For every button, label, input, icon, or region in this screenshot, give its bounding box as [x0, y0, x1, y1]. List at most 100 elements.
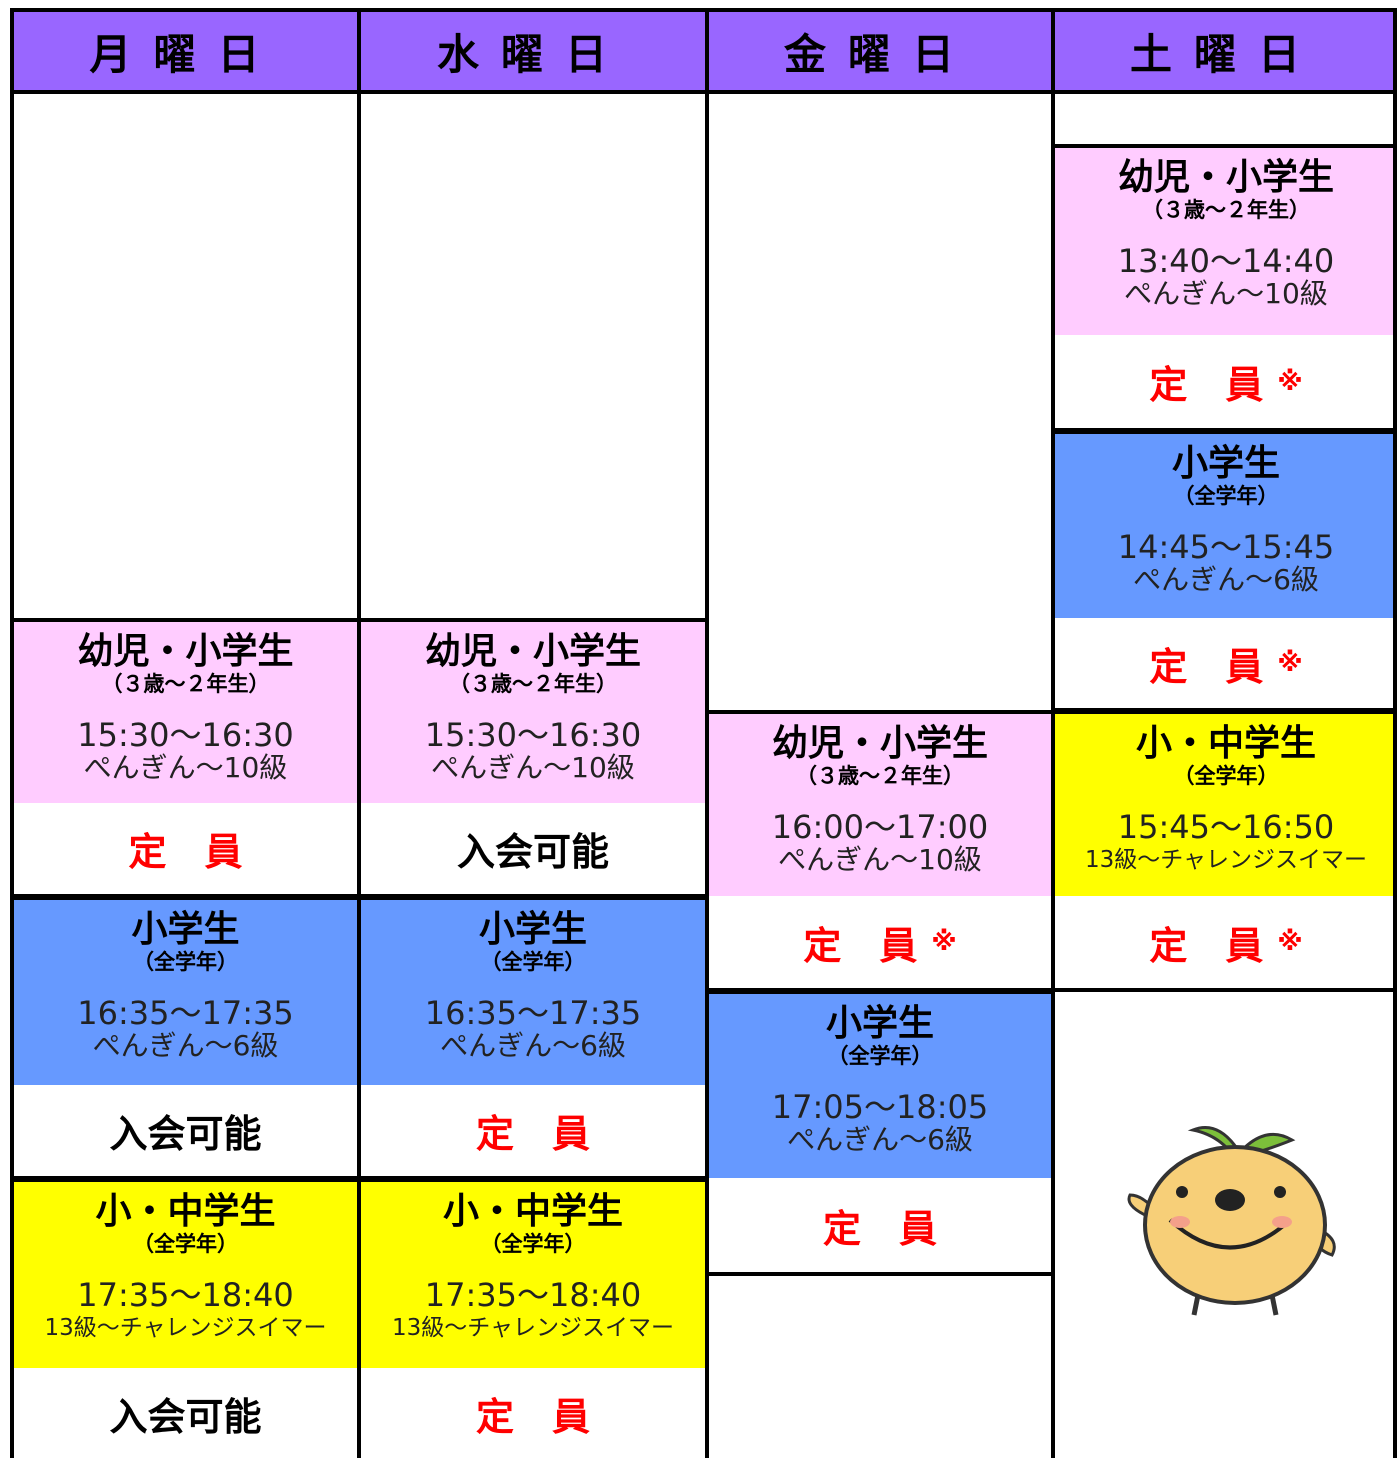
class-title: 小・中学生 [442, 1191, 623, 1232]
status-note: ※ [1277, 927, 1303, 957]
class-time: 15:30～16:30 [424, 716, 642, 754]
class-title: 幼児・小学生 [1117, 157, 1334, 198]
class-time: 15:30～16:30 [77, 716, 294, 754]
class-info: 小学生 （全学年） 16:35～17:35 ぺんぎん～6級 [359, 900, 707, 1085]
class-title: 小・中学生 [1135, 723, 1316, 764]
status-text: 定 員 [1149, 923, 1264, 968]
status-text: 入会可能 [109, 1394, 262, 1439]
class-age: （全学年） [133, 950, 238, 974]
class-status: 定 員 ※ [1053, 335, 1397, 428]
column-border [705, 8, 709, 1458]
status-note: ※ [931, 927, 957, 957]
class-block: 幼児・小学生 （３歳～２年生） 16:00～17:00 ぺんぎん～10級定 員 ※ [707, 710, 1053, 992]
mascot [1127, 1126, 1336, 1316]
class-time: 15:45～16:50 [1117, 808, 1335, 846]
status-text: 定 員 [1149, 644, 1264, 689]
class-status: 定 員 [12, 803, 359, 894]
class-level: 13級～チャレンジスイマー [391, 1315, 675, 1341]
class-level: ぺんぎん～10級 [431, 751, 635, 784]
class-age: （全学年） [480, 950, 586, 974]
class-time: 13:40～14:40 [1117, 242, 1335, 280]
class-level: 13級～チャレンジスイマー [44, 1315, 327, 1341]
status-text: 定 員 [803, 923, 918, 968]
class-time: 16:35～17:35 [424, 994, 642, 1032]
class-block: 幼児・小学生 （３歳～２年生） 13:40～14:40 ぺんぎん～10級定 員 ※ [1053, 144, 1397, 432]
class-status: 入会可能 [359, 803, 707, 894]
class-block: 小学生 （全学年） 16:35～17:35 ぺんぎん～6級定 員 [359, 896, 707, 1180]
class-block: 幼児・小学生 （３歳～２年生） 15:30～16:30 ぺんぎん～10級定 員 [12, 618, 359, 898]
column-border [10, 8, 14, 1458]
day-header: 土曜日 [1053, 8, 1397, 94]
column-border [1051, 8, 1055, 1458]
class-level: ぺんぎん～6級 [92, 1029, 279, 1062]
status-text: 入会可能 [456, 830, 609, 874]
class-title: 小・中学生 [95, 1191, 276, 1232]
status-note: ※ [1277, 648, 1303, 678]
class-age: （全学年） [1173, 764, 1279, 788]
class-title: 幼児・小学生 [424, 631, 641, 672]
class-info: 小学生 （全学年） 16:35～17:35 ぺんぎん～6級 [12, 900, 359, 1085]
class-status: 定 員 ※ [707, 896, 1053, 988]
class-info: 幼児・小学生 （３歳～２年生） 16:00～17:00 ぺんぎん～10級 [707, 714, 1053, 896]
class-time: 16:35～17:35 [77, 994, 294, 1032]
class-info: 小・中学生 （全学年） 17:35～18:40 13級～チャレンジスイマー [12, 1182, 359, 1368]
class-title: 小学生 [1171, 443, 1280, 484]
class-status: 定 員 ※ [1053, 618, 1397, 708]
status-text: 定 員 [822, 1206, 937, 1251]
class-info: 小学生 （全学年） 14:45～15:45 ぺんぎん～6級 [1053, 434, 1397, 618]
class-block: 小学生 （全学年） 17:05～18:05 ぺんぎん～6級定 員 [707, 990, 1053, 1276]
class-block: 小・中学生 （全学年） 17:35～18:40 13級～チャレンジスイマー定 員 [359, 1178, 707, 1458]
class-time: 17:35～18:40 [77, 1276, 294, 1314]
status-text: 定 員 [1149, 363, 1264, 407]
class-level: ぺんぎん～6級 [787, 1123, 973, 1156]
class-age: （全学年） [133, 1232, 238, 1256]
class-age: （全学年） [827, 1044, 933, 1068]
class-level: ぺんぎん～6級 [440, 1029, 626, 1062]
class-age: （全学年） [1173, 484, 1279, 508]
class-block: 小・中学生 （全学年） 15:45～16:50 13級～チャレンジスイマー定 員 ※ [1053, 710, 1397, 992]
class-title: 幼児・小学生 [77, 631, 294, 672]
class-title: 小学生 [478, 909, 587, 950]
class-info: 幼児・小学生 （３歳～２年生） 15:30～16:30 ぺんぎん～10級 [12, 622, 359, 803]
class-status: 入会可能 [12, 1085, 359, 1176]
class-info: 幼児・小学生 （３歳～２年生） 13:40～14:40 ぺんぎん～10級 [1053, 148, 1397, 335]
class-time: 16:00～17:00 [771, 808, 989, 846]
class-title: 小学生 [825, 1003, 934, 1044]
class-age: （３歳～２年生） [101, 672, 270, 696]
class-status: 入会可能 [12, 1368, 359, 1458]
class-block: 小学生 （全学年） 14:45～15:45 ぺんぎん～6級定 員 ※ [1053, 430, 1397, 712]
class-level: ぺんぎん～10級 [778, 843, 982, 876]
class-status: 定 員 [359, 1368, 707, 1458]
class-status: 定 員 [359, 1085, 707, 1176]
class-age: （３歳～２年生） [449, 672, 617, 696]
column-border [1393, 8, 1397, 1458]
class-age: （３歳～２年生） [1142, 198, 1310, 222]
class-info: 小学生 （全学年） 17:05～18:05 ぺんぎん～6級 [707, 994, 1053, 1178]
status-text: 定 員 [128, 830, 243, 874]
class-age: （３歳～２年生） [796, 764, 964, 788]
class-level: ぺんぎん～6級 [1133, 563, 1319, 596]
day-header: 水曜日 [359, 8, 707, 94]
status-text: 定 員 [475, 1394, 590, 1439]
class-info: 小・中学生 （全学年） 15:45～16:50 13級～チャレンジスイマー [1053, 714, 1397, 896]
class-level: 13級～チャレンジスイマー [1084, 847, 1368, 873]
status-text: 定 員 [475, 1112, 590, 1156]
class-block: 幼児・小学生 （３歳～２年生） 15:30～16:30 ぺんぎん～10級入会可能 [359, 618, 707, 898]
class-time: 14:45～15:45 [1117, 528, 1335, 566]
class-level: ぺんぎん～10級 [1124, 277, 1328, 310]
day-header: 月曜日 [12, 8, 359, 94]
day-header: 金曜日 [707, 8, 1053, 94]
class-time: 17:35～18:40 [424, 1276, 642, 1314]
status-text: 入会可能 [109, 1112, 262, 1156]
class-status: 定 員 ※ [1053, 896, 1397, 988]
class-info: 幼児・小学生 （３歳～２年生） 15:30～16:30 ぺんぎん～10級 [359, 622, 707, 803]
class-title: 幼児・小学生 [771, 723, 988, 764]
column-border [357, 8, 361, 1458]
class-age: （全学年） [480, 1232, 586, 1256]
class-block: 小・中学生 （全学年） 17:35～18:40 13級～チャレンジスイマー入会可能 [12, 1178, 359, 1458]
class-status: 定 員 [707, 1178, 1053, 1272]
status-note: ※ [1277, 366, 1303, 397]
class-time: 17:05～18:05 [771, 1088, 989, 1126]
class-info: 小・中学生 （全学年） 17:35～18:40 13級～チャレンジスイマー [359, 1182, 707, 1368]
